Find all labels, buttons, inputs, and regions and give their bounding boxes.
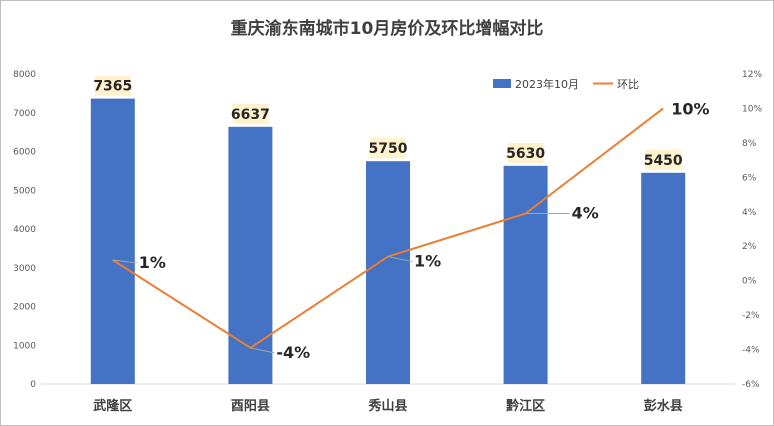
bar-data-labels: 7365 6637 5750 5630 5450	[93, 75, 683, 170]
bar-label-box	[94, 75, 131, 96]
bar	[503, 165, 548, 384]
left-axis-tick: 6000	[13, 148, 36, 158]
left-axis-tick: 1000	[13, 341, 36, 351]
bar	[366, 161, 410, 384]
bar-data-label: 7365	[93, 79, 132, 95]
left-axis-tick: 2000	[13, 303, 36, 313]
bar-label-box	[232, 103, 269, 124]
category-label: 酉阳县	[231, 399, 270, 414]
line-label-leader	[112, 259, 137, 264]
line-data-label: 10%	[671, 99, 709, 118]
bar-label-box	[507, 142, 544, 163]
left-axis-ticks: 0 1000 2000 3000 4000 5000 6000 7000 8000	[13, 70, 36, 390]
line-data-label: -4%	[276, 343, 310, 362]
bar-data-label: 5450	[644, 153, 683, 169]
legend-bar-swatch	[493, 79, 511, 88]
bar-series	[90, 98, 686, 384]
chart-title: 重庆渝东南城市10月房价及环比增幅对比	[231, 18, 544, 39]
line-data-label: 4%	[572, 204, 599, 223]
left-axis-tick: 8000	[13, 70, 36, 80]
right-axis-tick: -6%	[742, 380, 760, 390]
bar	[641, 172, 686, 384]
bar-label-box	[645, 149, 682, 170]
category-labels: 武隆区 酉阳县 秀山县 黔江区 彭水县	[93, 398, 682, 414]
line-data-label: 1%	[414, 252, 441, 271]
bar	[228, 126, 273, 384]
line-data-label: 1%	[139, 253, 166, 272]
category-label: 武隆区	[93, 398, 132, 414]
bar-data-label: 5750	[369, 141, 408, 157]
bar	[90, 98, 135, 384]
left-axis-tick: 7000	[13, 109, 36, 119]
left-axis-tick: 3000	[13, 264, 36, 274]
line-path	[112, 107, 664, 350]
right-axis-tick: 12%	[742, 70, 762, 80]
left-axis-tick: 5000	[13, 186, 36, 196]
legend-line-label: 环比	[617, 78, 639, 91]
line-data-labels: 1% -4% 1% 4% 10%	[112, 99, 709, 362]
right-axis-tick: 4%	[742, 208, 757, 218]
right-axis-tick: 2%	[742, 242, 757, 252]
right-axis-tick: 6%	[742, 173, 757, 183]
right-axis-ticks: -6% -4% -2% 0% 2% 4% 6% 8% 10% 12%	[742, 70, 762, 390]
bar-label-box	[370, 138, 406, 159]
right-axis-tick: 10%	[742, 104, 762, 114]
category-label: 黔江区	[506, 398, 545, 414]
bar-data-label: 6637	[231, 107, 270, 123]
left-axis-tick: 0	[30, 380, 36, 390]
category-label: 秀山县	[367, 398, 407, 414]
category-label: 彭水县	[644, 398, 683, 414]
left-axis-tick: 4000	[13, 225, 36, 235]
right-axis-tick: 0%	[742, 277, 757, 287]
right-axis-tick: -2%	[742, 311, 760, 321]
right-axis-tick: 8%	[742, 139, 757, 149]
right-axis-tick: -4%	[742, 346, 760, 356]
bar-data-label: 5630	[506, 146, 545, 162]
legend: 2023年10月 环比	[493, 77, 639, 91]
legend-bar-label: 2023年10月	[515, 77, 579, 91]
line-label-leader	[250, 347, 275, 354]
line-label-leader	[387, 256, 413, 263]
line-series	[112, 107, 664, 350]
